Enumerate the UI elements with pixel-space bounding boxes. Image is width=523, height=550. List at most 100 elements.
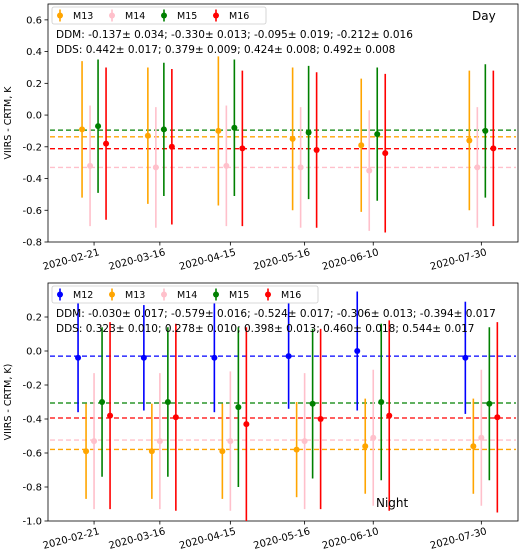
data-point-m14 bbox=[301, 438, 308, 445]
data-point-m12 bbox=[211, 354, 218, 361]
legend-label-m13: M13 bbox=[73, 11, 93, 22]
stats-dds: DDS: 0.323± 0.010; 0.278± 0.010; 0.398± … bbox=[56, 323, 474, 335]
data-point-m15 bbox=[378, 399, 385, 405]
y-tick-label: -0.4 bbox=[22, 415, 42, 426]
data-point-m14 bbox=[91, 438, 98, 445]
data-point-m13 bbox=[215, 127, 222, 134]
data-point-m14 bbox=[474, 164, 481, 171]
data-point-m15 bbox=[235, 404, 242, 411]
legend-label-m12: M12 bbox=[73, 290, 93, 301]
data-point-m15 bbox=[231, 124, 238, 131]
panel-label: Day bbox=[472, 9, 496, 23]
data-point-m14 bbox=[227, 438, 234, 445]
data-point-m13 bbox=[293, 446, 300, 453]
data-point-m12 bbox=[285, 353, 292, 360]
x-tick-label: 2020-05-16 bbox=[252, 247, 311, 273]
stats-dds: DDS: 0.442± 0.017; 0.379± 0.009; 0.424± … bbox=[56, 44, 395, 56]
legend-dot-m16 bbox=[265, 291, 271, 298]
x-tick-label: 2020-03-16 bbox=[108, 526, 167, 550]
data-point-m16 bbox=[168, 143, 175, 150]
panel-label: Night bbox=[376, 496, 409, 510]
data-point-m15 bbox=[160, 126, 167, 133]
y-tick-label: 0.6 bbox=[26, 15, 42, 26]
data-point-m13 bbox=[83, 448, 90, 455]
data-point-m13 bbox=[466, 137, 473, 144]
data-point-m14 bbox=[370, 434, 377, 441]
data-point-m12 bbox=[140, 354, 147, 361]
data-point-m15 bbox=[95, 123, 102, 130]
data-point-m13 bbox=[79, 126, 86, 133]
x-tick-label: 2020-04-15 bbox=[178, 526, 237, 550]
x-tick-label: 2020-06-10 bbox=[321, 247, 380, 273]
data-point-m13 bbox=[470, 443, 477, 450]
legend-dot-m14 bbox=[109, 12, 115, 19]
data-point-m14 bbox=[152, 164, 159, 171]
data-point-m16 bbox=[313, 146, 320, 153]
data-point-m16 bbox=[386, 412, 393, 419]
legend-dot-m14 bbox=[161, 291, 167, 298]
legend-label-m16: M16 bbox=[229, 11, 249, 22]
plot-frame bbox=[47, 282, 519, 522]
panel-day: 0.6 0.4 0.2 0.0 -0.2 -0.4 -0.6 -0.8 VIIRS - CRTM… bbox=[3, 3, 519, 273]
x-tick-label: 2020-02-21 bbox=[42, 526, 101, 550]
data-point-m13 bbox=[148, 448, 155, 455]
y-tick-label: 0.2 bbox=[26, 79, 42, 90]
data-point-m13 bbox=[219, 448, 226, 455]
data-point-m12 bbox=[354, 348, 361, 354]
data-point-m15 bbox=[309, 400, 316, 407]
stats-ddm: DDM: -0.030± 0.017; -0.579± 0.016; -0.52… bbox=[56, 308, 496, 320]
y-tick-label: -0.4 bbox=[22, 174, 42, 185]
y-tick-label: 0.2 bbox=[26, 313, 42, 324]
y-tick-label: -0.6 bbox=[22, 206, 42, 217]
data-point-m15 bbox=[99, 399, 106, 405]
x-tick-label: 2020-04-15 bbox=[178, 247, 237, 273]
y-tick-label: 0.0 bbox=[26, 111, 42, 122]
legend-label-m15: M15 bbox=[177, 11, 197, 22]
data-point-m12 bbox=[75, 354, 82, 361]
data-point-m14 bbox=[366, 167, 373, 174]
legend-box bbox=[51, 6, 267, 25]
data-point-m16 bbox=[494, 414, 501, 421]
data-point-m15 bbox=[374, 131, 381, 138]
data-point-m14 bbox=[478, 434, 485, 441]
legend-dot-m16 bbox=[213, 12, 219, 19]
y-tick-label: -0.6 bbox=[22, 449, 42, 460]
data-point-m14 bbox=[87, 162, 94, 169]
x-tick-label: 2020-07-30 bbox=[429, 526, 488, 550]
data-point-m16 bbox=[107, 412, 114, 419]
y-tick-label: 0.0 bbox=[26, 347, 42, 358]
data-point-m14 bbox=[156, 438, 163, 445]
data-point-m16 bbox=[317, 416, 324, 422]
legend-label-m15: M15 bbox=[229, 290, 249, 301]
data-point-m15 bbox=[164, 399, 171, 405]
y-tick-label: -0.8 bbox=[22, 238, 42, 249]
x-tick-label: 2020-06-10 bbox=[321, 526, 380, 550]
legend-label-m16: M16 bbox=[281, 290, 301, 301]
legend-label-m14: M14 bbox=[177, 290, 197, 301]
legend-box bbox=[51, 285, 319, 304]
y-tick-label: -0.8 bbox=[22, 483, 42, 494]
data-point-m16 bbox=[239, 145, 246, 152]
data-point-m16 bbox=[172, 414, 179, 421]
y-tick-label: -1.0 bbox=[22, 517, 42, 528]
y-tick-label: -0.2 bbox=[22, 381, 42, 392]
data-point-m13 bbox=[289, 135, 296, 142]
data-point-m13 bbox=[144, 132, 151, 139]
legend-label-m13: M13 bbox=[125, 290, 145, 301]
y-axis-label: VIIRS - CRTM, K) bbox=[3, 364, 14, 441]
legend-dot-m15 bbox=[213, 291, 219, 298]
data-point-m16 bbox=[382, 150, 389, 157]
data-point-m15 bbox=[305, 129, 312, 136]
x-tick-label: 2020-02-21 bbox=[42, 247, 101, 273]
data-point-m12 bbox=[462, 354, 469, 361]
data-point-m16 bbox=[103, 140, 110, 147]
legend-dot-m12 bbox=[57, 291, 63, 298]
legend-dot-m13 bbox=[109, 291, 115, 298]
x-tick-label: 2020-05-16 bbox=[252, 526, 311, 550]
data-point-m14 bbox=[297, 164, 304, 171]
y-tick-label: 0.4 bbox=[26, 47, 42, 58]
y-tick-label: -0.2 bbox=[22, 142, 42, 153]
legend-label-m14: M14 bbox=[125, 11, 145, 22]
data-point-m14 bbox=[223, 162, 230, 169]
stats-ddm: DDM: -0.137± 0.034; -0.330± 0.013; -0.09… bbox=[56, 29, 413, 41]
